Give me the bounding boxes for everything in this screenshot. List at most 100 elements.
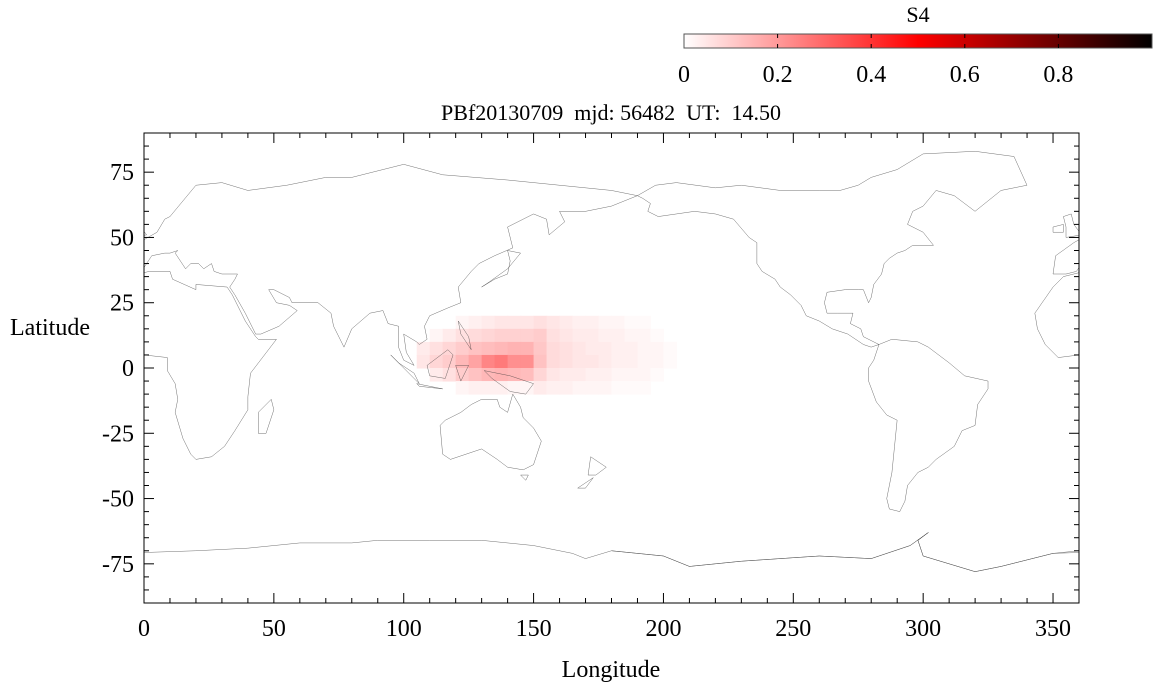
heatmap-cell bbox=[507, 354, 522, 369]
colorbar-tick-label: 0.8 bbox=[1043, 62, 1073, 88]
heatmap-cell bbox=[663, 354, 677, 369]
heatmap-cell bbox=[637, 341, 651, 356]
heatmap-cell bbox=[650, 354, 664, 369]
heatmap-cell bbox=[429, 328, 444, 343]
heatmap-cell bbox=[455, 328, 470, 343]
heatmap-cell bbox=[637, 381, 651, 395]
heatmap-cell bbox=[520, 328, 535, 343]
x-tick-label: 100 bbox=[386, 616, 422, 642]
heatmap-cell bbox=[585, 368, 600, 382]
heatmap-cell bbox=[468, 368, 483, 382]
heatmap-cell bbox=[611, 328, 625, 343]
heatmap-cell bbox=[598, 328, 612, 343]
heatmap-cell bbox=[585, 315, 600, 330]
heatmap-cell bbox=[559, 315, 574, 330]
heatmap-cell bbox=[546, 368, 561, 382]
heatmap-cell bbox=[559, 328, 574, 343]
heatmap-cell bbox=[442, 368, 457, 382]
heatmap-cell bbox=[442, 341, 457, 356]
heatmap-cell bbox=[546, 341, 561, 356]
heatmap-cell bbox=[572, 341, 587, 356]
colorbar-tick-label: 0.2 bbox=[763, 62, 793, 88]
heatmap-cell bbox=[520, 354, 535, 369]
heatmap-cell bbox=[533, 354, 548, 369]
heatmap-cell bbox=[598, 341, 612, 356]
heatmap-cell bbox=[533, 341, 548, 356]
colorbar-ticks: 0 0.2 0.4 0.6 0.8 bbox=[678, 34, 1073, 88]
heatmap-cell bbox=[481, 315, 496, 330]
x-tick-label: 50 bbox=[262, 616, 286, 642]
x-tick-label: 300 bbox=[905, 616, 941, 642]
heatmap-cell bbox=[442, 328, 457, 343]
heatmap-cell bbox=[442, 354, 457, 369]
heatmap-cell bbox=[585, 341, 600, 356]
heatmap-cell bbox=[455, 341, 470, 356]
heatmap-cell bbox=[520, 315, 535, 330]
heatmap-cell bbox=[507, 341, 522, 356]
heatmap-cell bbox=[507, 381, 522, 395]
heatmap-cell bbox=[520, 381, 535, 395]
heatmap-cell bbox=[598, 354, 612, 369]
y-tick-label: -25 bbox=[102, 421, 134, 447]
axes: 0 50 100 150 200 250 300 350 -75 -50 -25 0 25 50 75 bbox=[102, 133, 1080, 642]
heatmap-cell bbox=[559, 341, 574, 356]
heatmap-cell bbox=[572, 354, 587, 369]
heatmap-cell bbox=[585, 381, 600, 395]
heatmap-cell bbox=[455, 368, 470, 382]
heatmap-cell bbox=[494, 381, 509, 395]
heatmap-cell bbox=[455, 354, 470, 369]
heatmap-cell bbox=[481, 354, 496, 369]
heatmap-cell bbox=[507, 315, 522, 330]
heatmap-cell bbox=[520, 341, 535, 356]
heatmap-cell bbox=[455, 315, 470, 330]
heatmap-cell bbox=[494, 368, 509, 382]
heatmap-cell bbox=[611, 381, 625, 395]
x-tick-label: 200 bbox=[645, 616, 681, 642]
heatmap-cell bbox=[468, 315, 483, 330]
heatmap-cell bbox=[624, 368, 638, 382]
heatmap-cell bbox=[624, 341, 638, 356]
heatmap-cell bbox=[598, 381, 612, 395]
heatmap-cell bbox=[637, 368, 651, 382]
heatmap-cell bbox=[468, 381, 483, 395]
x-axis-label: Longitude bbox=[562, 657, 661, 683]
heatmap-cells bbox=[416, 315, 677, 395]
heatmap-cell bbox=[637, 328, 651, 343]
heatmap-cell bbox=[650, 368, 664, 382]
y-axis-label: Latitude bbox=[10, 315, 90, 341]
heatmap-cell bbox=[533, 328, 548, 343]
y-tick-label: 0 bbox=[122, 356, 134, 382]
heatmap-cell bbox=[468, 354, 483, 369]
heatmap-cell bbox=[585, 354, 600, 369]
heatmap-cell bbox=[416, 341, 431, 356]
heatmap-cell bbox=[494, 354, 509, 369]
heatmap-cell bbox=[624, 381, 638, 395]
heatmap-cell bbox=[533, 368, 548, 382]
heatmap-cell bbox=[624, 315, 638, 330]
heatmap-cell bbox=[429, 354, 444, 369]
heatmap-cell bbox=[559, 381, 574, 395]
heatmap-cell bbox=[624, 354, 638, 369]
heatmap-cell bbox=[533, 315, 548, 330]
colorbar bbox=[683, 33, 1153, 49]
heatmap-cell bbox=[572, 368, 587, 382]
x-tick-label: 250 bbox=[775, 616, 811, 642]
heatmap-cell bbox=[520, 368, 535, 382]
heatmap-cell bbox=[611, 354, 625, 369]
y-tick-label: -50 bbox=[102, 487, 134, 513]
heatmap-cell bbox=[585, 328, 600, 343]
heatmap-cell bbox=[533, 381, 548, 395]
heatmap-cell bbox=[507, 328, 522, 343]
heatmap-cell bbox=[429, 368, 444, 382]
heatmap-cell bbox=[572, 315, 587, 330]
heatmap-cell bbox=[429, 341, 444, 356]
y-tick-label: -75 bbox=[102, 552, 134, 578]
heatmap-cell bbox=[494, 315, 509, 330]
heatmap-cell bbox=[507, 368, 522, 382]
heatmap-cell bbox=[481, 328, 496, 343]
heatmap-cell bbox=[468, 328, 483, 343]
y-tick-label: 75 bbox=[110, 160, 134, 186]
heatmap-cell bbox=[650, 341, 664, 356]
x-tick-label: 150 bbox=[516, 616, 552, 642]
